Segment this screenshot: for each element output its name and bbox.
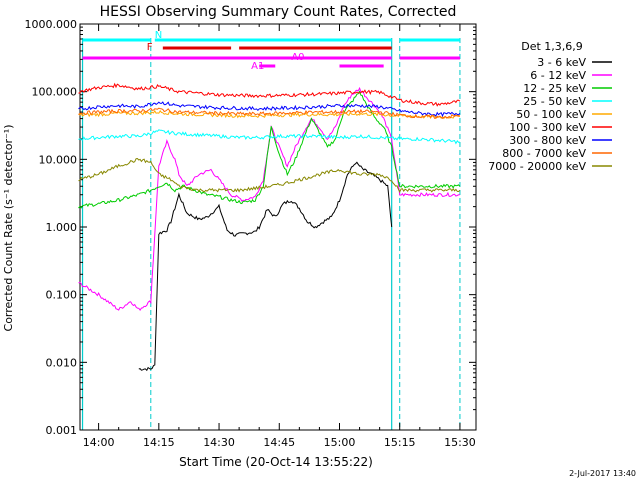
series-line (78, 101, 461, 118)
series-line (78, 157, 461, 194)
legend-label: 100 - 300 keV (509, 121, 586, 134)
y-tick-label: 100.000 (32, 86, 78, 99)
x-tick-label: 14:30 (203, 436, 235, 449)
legend-title: Det 1,3,6,9 (521, 40, 583, 53)
series-line (78, 90, 461, 209)
series-line (138, 161, 393, 372)
legend-label: 50 - 100 keV (516, 108, 586, 121)
series-line (78, 129, 460, 145)
series-line (78, 86, 460, 311)
y-tick-label: 0.010 (46, 356, 78, 369)
legend-label: 7000 - 20000 keV (488, 160, 586, 173)
y-tick-label: 1000.000 (25, 18, 78, 31)
x-tick-label: 15:15 (384, 436, 416, 449)
legend-label: 800 - 7000 keV (502, 147, 586, 160)
y-tick-label: 1.000 (46, 221, 78, 234)
state-bar-label: N (155, 30, 162, 41)
x-tick-label: 14:45 (263, 436, 295, 449)
x-tick-label: 15:00 (324, 436, 356, 449)
y-tick-label: 0.001 (46, 424, 78, 437)
chart-title: HESSI Observing Summary Count Rates, Cor… (100, 4, 457, 20)
x-axis-label: Start Time (20-Oct-14 13:55:22) (179, 455, 373, 469)
series-line (78, 109, 460, 120)
series-line (78, 107, 460, 120)
state-bar-label: A1 (251, 61, 264, 72)
footer-date: 2-Jul-2017 13:40 (569, 469, 636, 478)
x-tick-label: 15:30 (444, 436, 476, 449)
legend-label: 6 - 12 keV (530, 69, 586, 82)
series-line (78, 82, 461, 107)
x-tick-label: 14:00 (83, 436, 115, 449)
legend-label: 25 - 50 keV (523, 95, 586, 108)
legend-label: 12 - 25 keV (523, 82, 586, 95)
legend-label: 300 - 800 keV (509, 134, 586, 147)
y-axis-label: Corrected Count Rate (s⁻¹ detector⁻¹) (2, 125, 15, 332)
y-tick-label: 0.100 (46, 289, 78, 302)
x-tick-label: 14:15 (143, 436, 175, 449)
legend-label: 3 - 6 keV (537, 56, 586, 69)
y-tick-label: 10.000 (39, 153, 78, 166)
state-bar-label: F (147, 42, 153, 53)
state-bar-label: A0 (291, 52, 304, 63)
